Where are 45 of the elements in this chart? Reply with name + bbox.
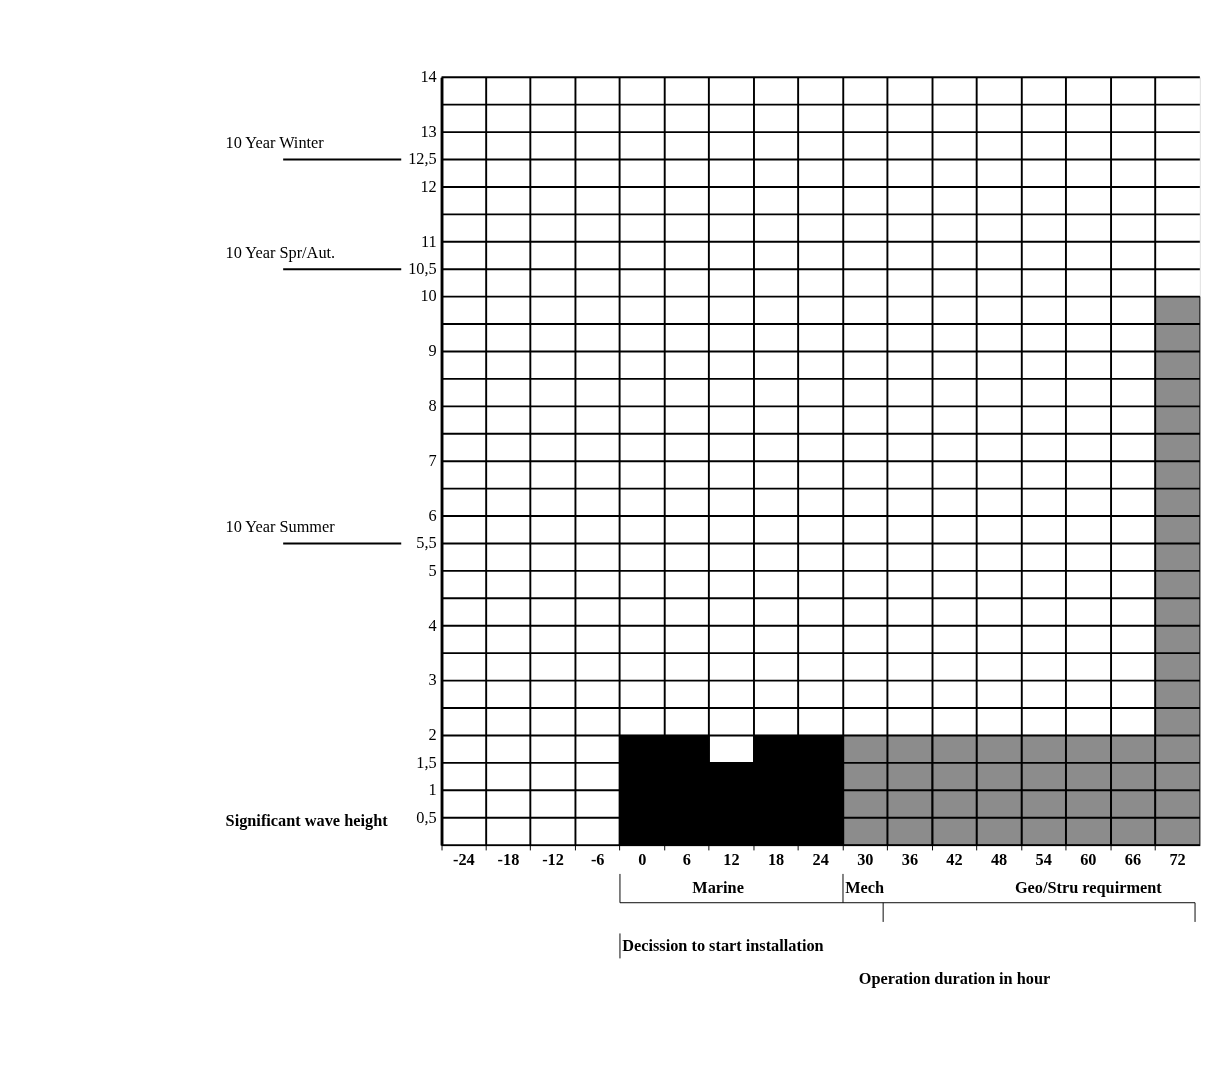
x-tick-label: 24 <box>812 849 829 869</box>
y-tick-label: 4 <box>428 615 437 635</box>
y-tick-label: 8 <box>428 396 437 416</box>
x-tick-label: 18 <box>767 849 785 869</box>
y-tick-label: 0,5 <box>416 807 437 827</box>
x-tick-label: 12 <box>723 849 740 869</box>
x-tick-label: -18 <box>497 849 520 869</box>
text: Decission to start installation <box>622 935 824 955</box>
y-tick-label: 7 <box>428 450 437 470</box>
ref-line-label: 10 Year Summer <box>225 516 336 536</box>
x-tick-label: 30 <box>857 849 874 869</box>
y-tick-label: 12 <box>420 176 437 196</box>
text: Geo/Stru requirment <box>1014 878 1163 898</box>
y-tick-label: 6 <box>428 505 437 525</box>
y-tick-label: 1,5 <box>416 752 437 772</box>
y-tick-label: 5,5 <box>416 533 437 553</box>
text: Operation duration in hour <box>858 969 1051 989</box>
x-tick-label: -24 <box>452 849 475 869</box>
y-tick-label: 13 <box>420 121 437 141</box>
y-tick-label: 1 <box>428 780 437 800</box>
x-tick-label: 72 <box>1169 849 1186 869</box>
y-tick-label: 2 <box>428 725 437 745</box>
x-tick-label: -12 <box>542 849 564 869</box>
x-tick-label: 42 <box>946 849 963 869</box>
ref-line-label: 10 Year Winter <box>225 132 325 152</box>
x-tick-label: -6 <box>590 849 605 869</box>
y-tick-label: 11 <box>421 231 437 251</box>
x-tick-label: 0 <box>638 849 647 869</box>
y-tick-label: 12,5 <box>408 149 437 169</box>
text: Marine <box>692 878 744 898</box>
y-tick-label: 9 <box>428 341 437 361</box>
x-tick-label: 48 <box>990 849 1008 869</box>
y-tick-label: 10,5 <box>408 259 437 279</box>
y-tick-label: 3 <box>428 670 437 690</box>
y-tick-label: 5 <box>428 560 437 580</box>
x-tick-label: 60 <box>1080 849 1097 869</box>
x-tick-label: 6 <box>682 849 691 869</box>
y-tick-label: 14 <box>420 67 437 87</box>
x-tick-label: 66 <box>1124 849 1142 869</box>
text: Mech <box>845 878 885 898</box>
text: Significant wave height <box>225 810 389 830</box>
y-tick-label: 10 <box>420 286 437 306</box>
x-tick-label: 36 <box>901 849 919 869</box>
ref-line-label: 10 Year Spr/Aut. <box>225 242 336 262</box>
x-tick-label: 54 <box>1035 849 1052 869</box>
